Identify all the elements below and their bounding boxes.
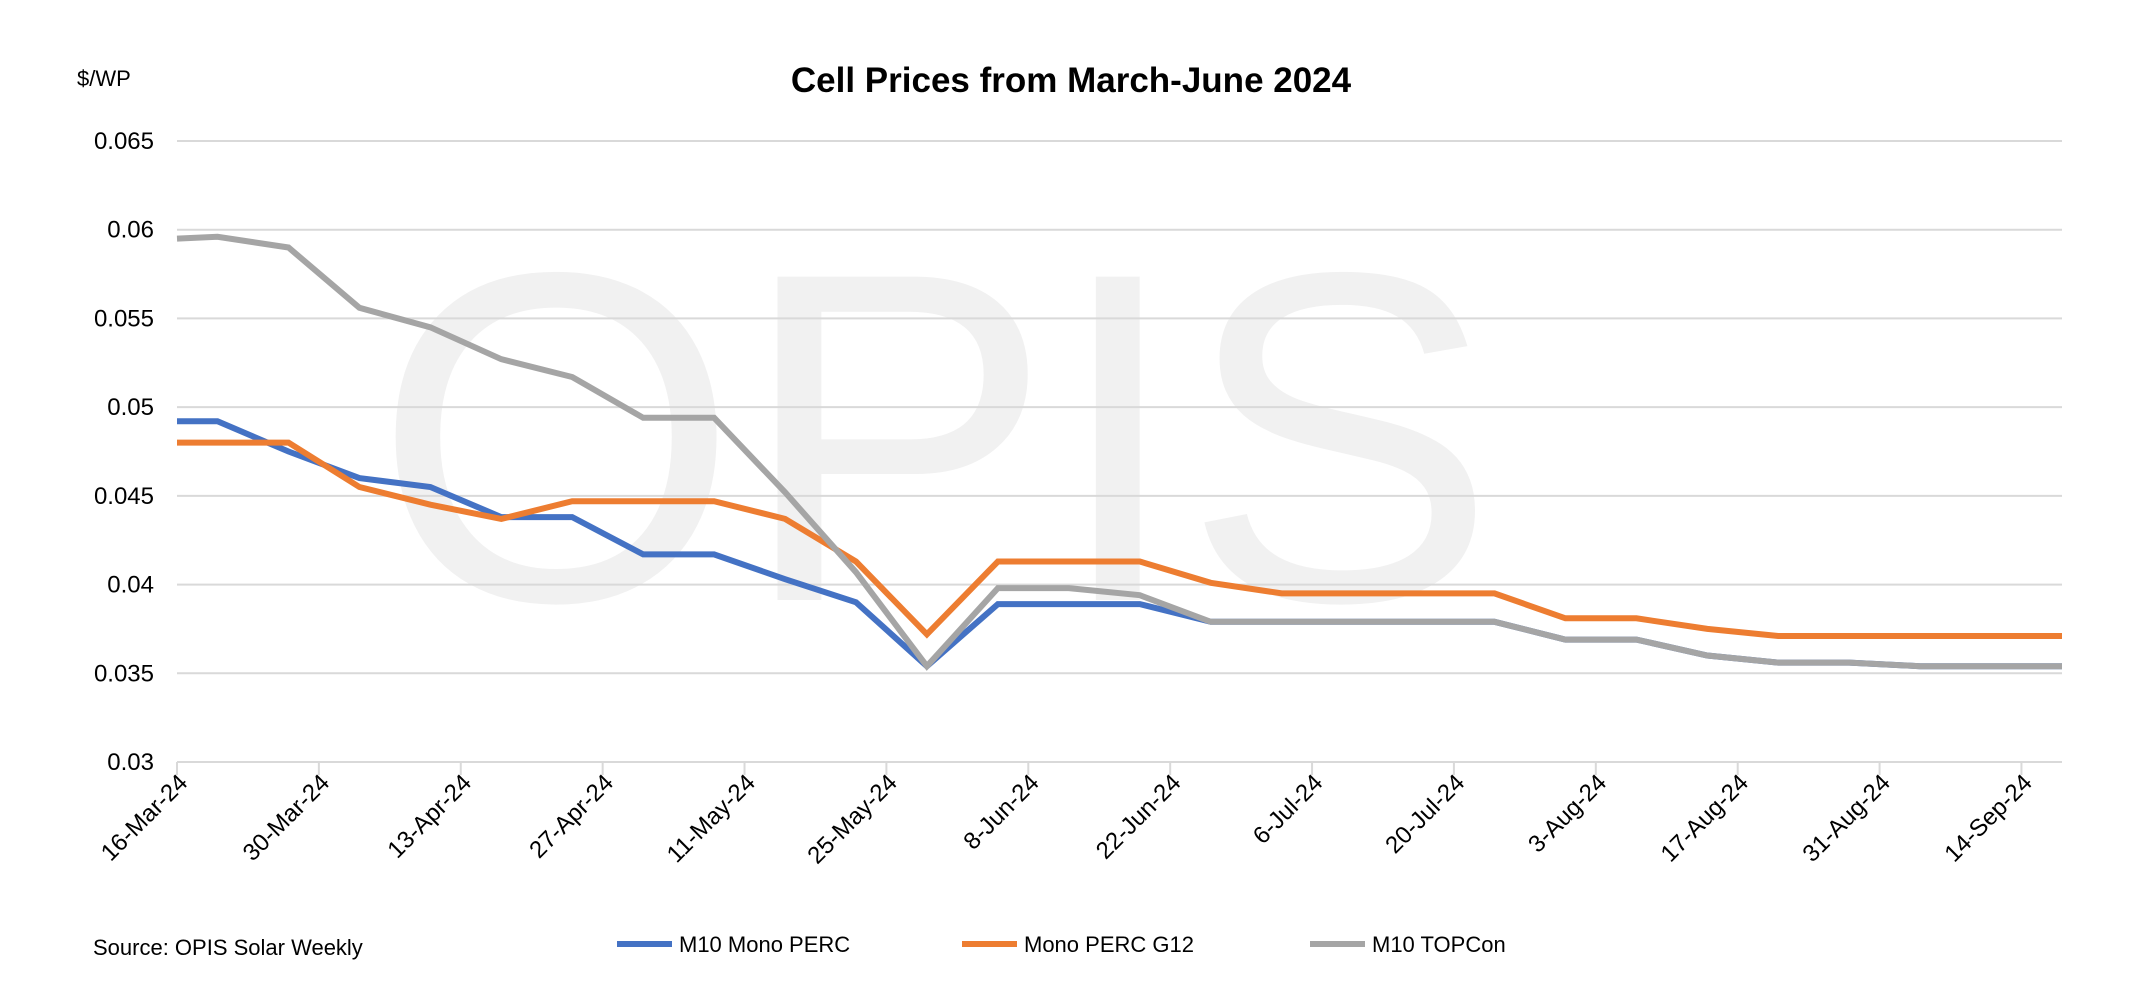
y-tick-label: 0.065 xyxy=(94,128,154,155)
x-tick-label: 3-Aug-24 xyxy=(1523,769,1612,858)
x-tick-label: 8-Jun-24 xyxy=(958,769,1044,855)
y-tick-label: 0.03 xyxy=(107,749,154,776)
x-tick-label: 25-May-24 xyxy=(802,769,902,869)
y-tick-label: 0.055 xyxy=(94,305,154,332)
y-axis-label: $/WP xyxy=(77,66,131,91)
y-tick-label: 0.06 xyxy=(107,217,154,244)
chart-title: Cell Prices from March-June 2024 xyxy=(791,61,1352,100)
watermark: OPIS xyxy=(373,175,1496,700)
x-tick-label: 20-Jul-24 xyxy=(1380,769,1470,859)
x-tick-label: 14-Sep-24 xyxy=(1939,769,2037,867)
x-tick-label: 16-Mar-24 xyxy=(96,769,193,866)
x-tick-label: 6-Jul-24 xyxy=(1248,769,1328,849)
legend-label: M10 TOPCon xyxy=(1372,932,1506,957)
x-tick-label: 27-Apr-24 xyxy=(524,769,619,864)
x-tick-label: 11-May-24 xyxy=(662,769,761,868)
x-tick-label: 31-Aug-24 xyxy=(1797,769,1895,867)
y-tick-label: 0.045 xyxy=(94,483,154,510)
series-line-m10-topcon xyxy=(176,233,2062,671)
x-tick-label: 17-Aug-24 xyxy=(1656,769,1754,867)
series-line-mono-perc-g12 xyxy=(177,439,2062,639)
source-note: Source: OPIS Solar Weekly xyxy=(93,935,363,960)
x-tick-label: 22-Jun-24 xyxy=(1091,769,1187,865)
y-tick-label: 0.04 xyxy=(107,572,154,599)
legend-label: M10 Mono PERC xyxy=(679,932,850,957)
legend-label: Mono PERC G12 xyxy=(1024,932,1194,957)
y-tick-label: 0.035 xyxy=(94,660,154,687)
x-tick-label: 13-Apr-24 xyxy=(382,769,477,864)
y-tick-label: 0.05 xyxy=(107,394,154,421)
x-tick-label: 30-Mar-24 xyxy=(238,769,335,866)
